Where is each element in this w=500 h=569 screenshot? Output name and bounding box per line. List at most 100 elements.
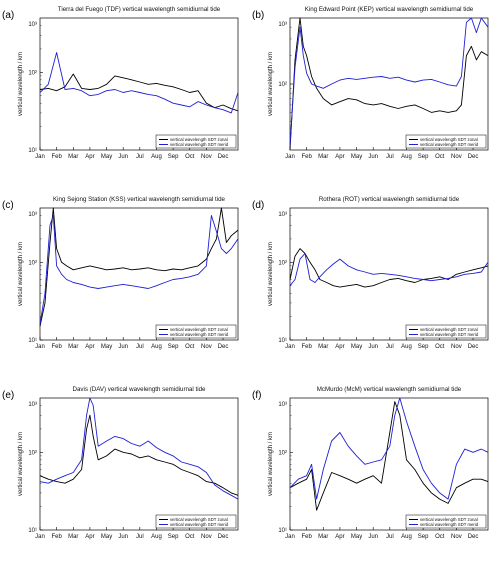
x-tick-label: Jan: [35, 154, 45, 160]
series-line-zonal: [39, 73, 239, 112]
series-line-merid: [39, 397, 239, 500]
x-tick-label: Mar: [318, 154, 328, 160]
x-tick-label: Feb: [51, 534, 62, 540]
y-tick-label: 10¹: [278, 338, 287, 344]
x-tick-label: Jun: [368, 154, 378, 160]
panel-label: (b): [252, 10, 264, 21]
x-tick-label: Feb: [51, 154, 62, 160]
plot-frame: [289, 397, 489, 531]
x-tick-label: Mar: [68, 534, 78, 540]
x-tick-label: Oct: [435, 344, 445, 350]
y-tick-label-top: 10³: [28, 212, 37, 218]
chart-title: Tierra del Fuego (TDF) vertical waveleng…: [58, 6, 221, 13]
legend-box: [405, 514, 487, 529]
plot-frame: [289, 207, 489, 341]
x-tick-label: Feb: [301, 344, 312, 350]
x-tick-label: Mar: [68, 344, 78, 350]
panel-label: (a): [2, 10, 14, 21]
chart-panel-d: (d) Rothera (ROT) vertical wavelength sem…: [250, 190, 500, 380]
y-tick-label: 10²: [28, 70, 37, 76]
y-tick-label: 10¹: [28, 338, 37, 344]
x-tick-label: Jun: [118, 154, 128, 160]
series-line-zonal: [289, 17, 489, 151]
x-tick-label: Aug: [151, 344, 162, 350]
x-tick-label: Nov: [451, 534, 462, 540]
legend-entry: vertical wavelength SDT zonal: [420, 517, 478, 522]
x-tick-label: May: [351, 344, 362, 350]
x-tick-label: Sep: [418, 534, 429, 540]
panel-label: (d): [252, 200, 264, 211]
x-tick-label: May: [351, 534, 362, 540]
chart-panel-c: (c) King Sejong Station (KSS) vertical wa…: [0, 190, 250, 380]
x-tick-label: Feb: [51, 344, 62, 350]
y-axis-label: vertical wavelength / km: [18, 432, 24, 496]
plot-frame: [39, 17, 239, 151]
x-tick-label: Jul: [136, 534, 144, 540]
series-line-zonal: [39, 207, 239, 327]
legend-entry: vertical wavelength SDT merid: [420, 142, 479, 147]
x-tick-label: Dec: [468, 344, 479, 350]
legend-entry: vertical wavelength SDT merid: [170, 522, 229, 527]
x-tick-label: May: [351, 154, 362, 160]
x-tick-label: Aug: [151, 534, 162, 540]
legend-box: [155, 324, 237, 339]
y-axis-label: vertical wavelength / km: [18, 52, 24, 116]
chart-b: (b) King Edward Point (KEP) vertical wave…: [252, 6, 489, 160]
x-tick-label: Dec: [218, 344, 229, 350]
y-axis-label: vertical wavelength / km: [268, 432, 274, 496]
chart-c: (c) King Sejong Station (KSS) vertical wa…: [2, 196, 239, 350]
plot-frame: [289, 17, 489, 151]
y-tick-label-top: 10³: [28, 402, 37, 408]
x-tick-label: Apr: [85, 154, 94, 160]
x-tick-label: Aug: [151, 154, 162, 160]
x-tick-label: Nov: [451, 154, 462, 160]
x-tick-label: Mar: [68, 154, 78, 160]
x-tick-label: Jun: [118, 344, 128, 350]
legend-box: [155, 514, 237, 529]
panel-label: (f): [252, 390, 261, 401]
x-tick-label: May: [101, 344, 112, 350]
x-tick-label: Jul: [386, 344, 394, 350]
x-tick-label: Dec: [218, 534, 229, 540]
x-tick-label: Nov: [201, 534, 212, 540]
x-tick-label: Feb: [301, 154, 312, 160]
series-line-merid: [39, 52, 239, 114]
x-tick-label: Dec: [218, 154, 229, 160]
x-tick-label: Jan: [35, 344, 45, 350]
x-tick-label: Nov: [451, 344, 462, 350]
y-tick-label: 10²: [278, 450, 287, 456]
y-tick-label: 10¹: [28, 148, 37, 154]
x-tick-label: Jul: [136, 154, 144, 160]
chart-d: (d) Rothera (ROT) vertical wavelength sem…: [252, 196, 489, 350]
chart-title: Davis (DAV) vertical wavelength semidiur…: [73, 386, 207, 393]
x-tick-label: Nov: [201, 344, 212, 350]
series-line-zonal: [39, 414, 239, 496]
y-axis-label: vertical wavelength / km: [268, 52, 274, 116]
x-tick-label: Jan: [285, 534, 295, 540]
series-line-merid: [289, 397, 489, 500]
x-tick-label: Dec: [468, 154, 479, 160]
chart-panel-b: (b) King Edward Point (KEP) vertical wave…: [250, 0, 500, 190]
panel-label: (c): [2, 200, 14, 211]
chart-title: King Edward Point (KEP) vertical wavelen…: [305, 6, 474, 13]
x-tick-label: Sep: [168, 534, 179, 540]
chart-e: (e) Davis (DAV) vertical wavelength semid…: [2, 386, 239, 540]
y-tick-label: 10²: [278, 260, 287, 266]
x-tick-label: Apr: [85, 534, 94, 540]
x-tick-label: Dec: [468, 534, 479, 540]
x-tick-label: Oct: [435, 154, 445, 160]
x-tick-label: Feb: [301, 534, 312, 540]
y-tick-label-top: 10³: [28, 22, 37, 28]
chart-panel-a: (a) Tierra del Fuego (TDF) vertical wavel…: [0, 0, 250, 190]
legend-entry: vertical wavelength SDT zonal: [170, 137, 228, 142]
plot-frame: [39, 397, 239, 531]
x-tick-label: Apr: [85, 344, 94, 350]
series-line-merid: [289, 17, 489, 147]
y-tick-label: 10¹: [28, 528, 37, 534]
x-tick-label: Aug: [401, 154, 412, 160]
legend-entry: vertical wavelength SDT zonal: [170, 517, 228, 522]
x-tick-label: Sep: [418, 344, 429, 350]
x-tick-label: Mar: [318, 344, 328, 350]
series-line-zonal: [289, 401, 489, 511]
x-tick-label: Jan: [285, 154, 295, 160]
